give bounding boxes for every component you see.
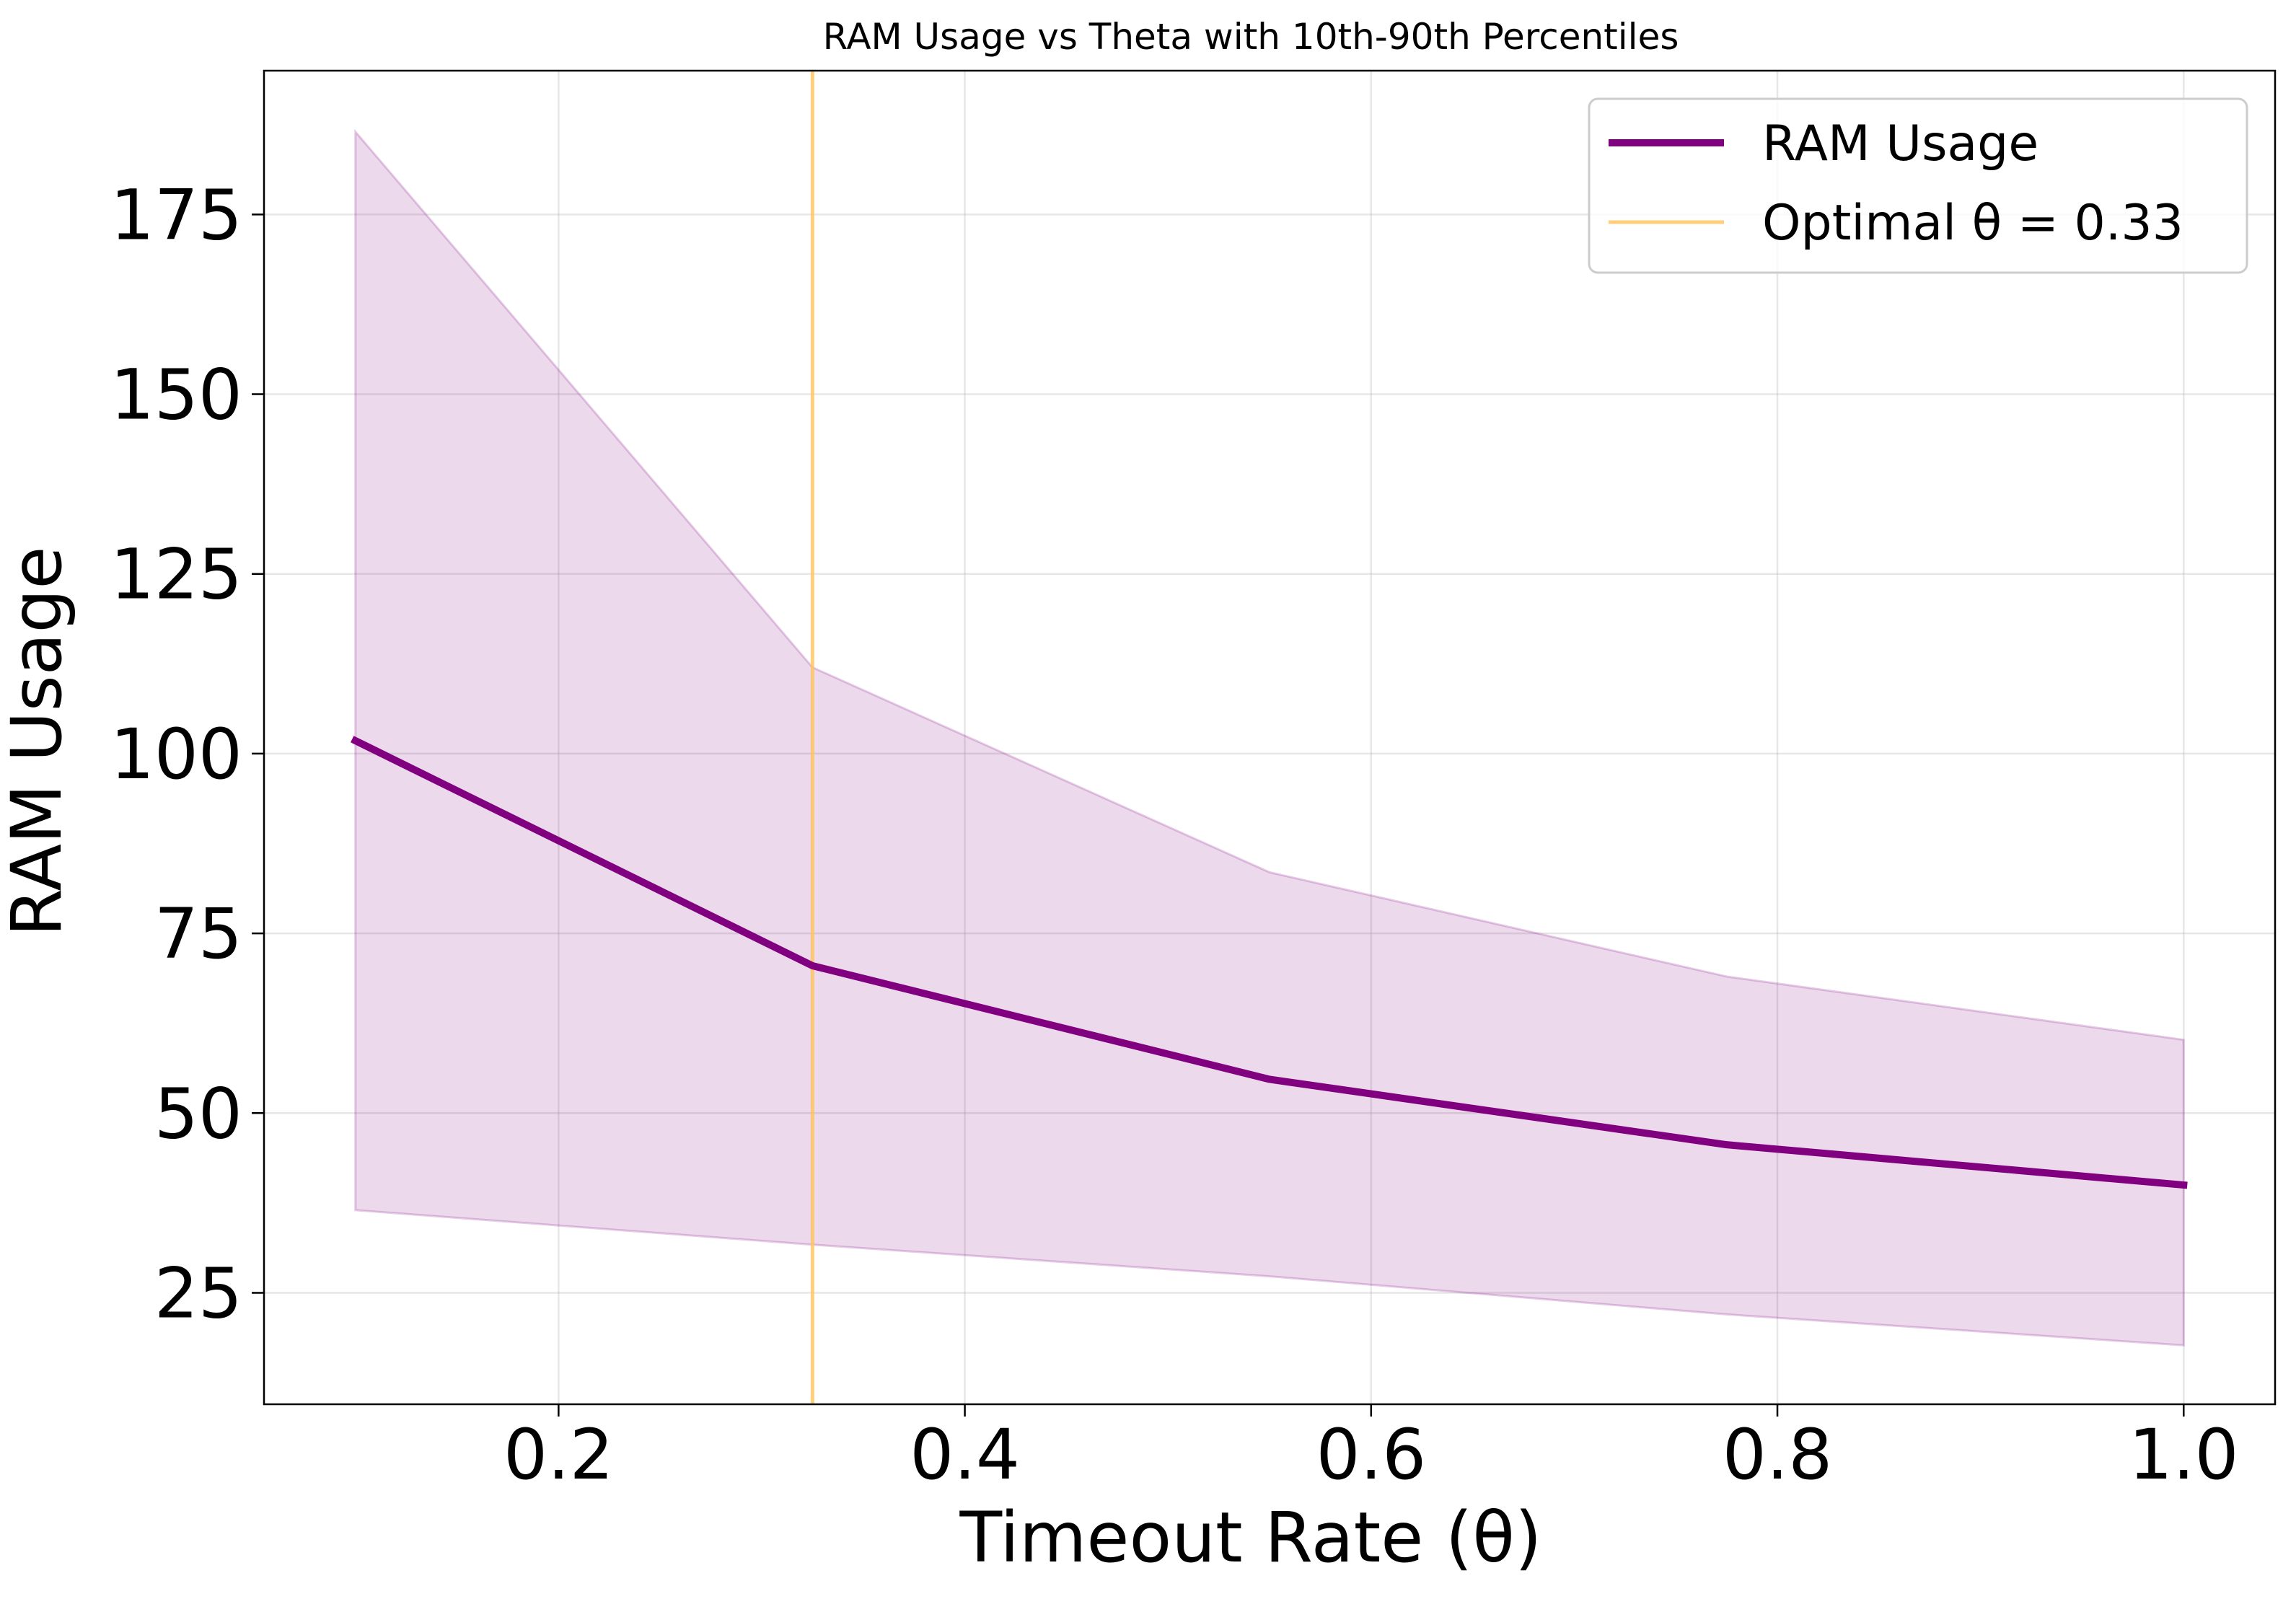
x-tick-label: 0.2 — [503, 1414, 614, 1495]
y-tick-label: 150 — [110, 355, 242, 436]
y-tick-label: 175 — [110, 175, 242, 255]
chart-title: RAM Usage vs Theta with 10th-90th Percen… — [823, 16, 1679, 58]
y-tick-label: 50 — [154, 1073, 242, 1154]
x-tick-label: 0.6 — [1316, 1414, 1426, 1495]
grid — [264, 71, 2275, 1404]
legend-label-ram-usage: RAM Usage — [1762, 115, 2038, 172]
y-axis-ticks: 25 50 75 100 125 150 175 — [110, 175, 264, 1334]
legend-box — [1588, 97, 2248, 274]
legend: RAM Usage Optimal θ = 0.33 — [1588, 97, 2248, 274]
x-tick-label: 0.4 — [910, 1414, 1020, 1495]
legend-label-optimal-theta: Optimal θ = 0.33 — [1762, 195, 2183, 252]
ram-usage-line — [351, 736, 2188, 1189]
y-axis-label: RAM Usage — [0, 547, 77, 937]
series-group — [351, 736, 2188, 1189]
y-tick-label: 125 — [110, 534, 242, 615]
y-tick-label: 75 — [154, 894, 242, 974]
x-tick-label: 0.8 — [1723, 1414, 1833, 1495]
y-tick-label: 25 — [154, 1254, 242, 1334]
plot-frame — [263, 69, 2277, 1406]
y-tick-label: 100 — [110, 714, 242, 795]
x-tick-label: 1.0 — [2129, 1414, 2239, 1495]
x-axis-label: Timeout Rate (θ) — [959, 1497, 1542, 1578]
x-axis-ticks: 0.2 0.4 0.6 0.8 1.0 — [503, 1404, 2239, 1495]
